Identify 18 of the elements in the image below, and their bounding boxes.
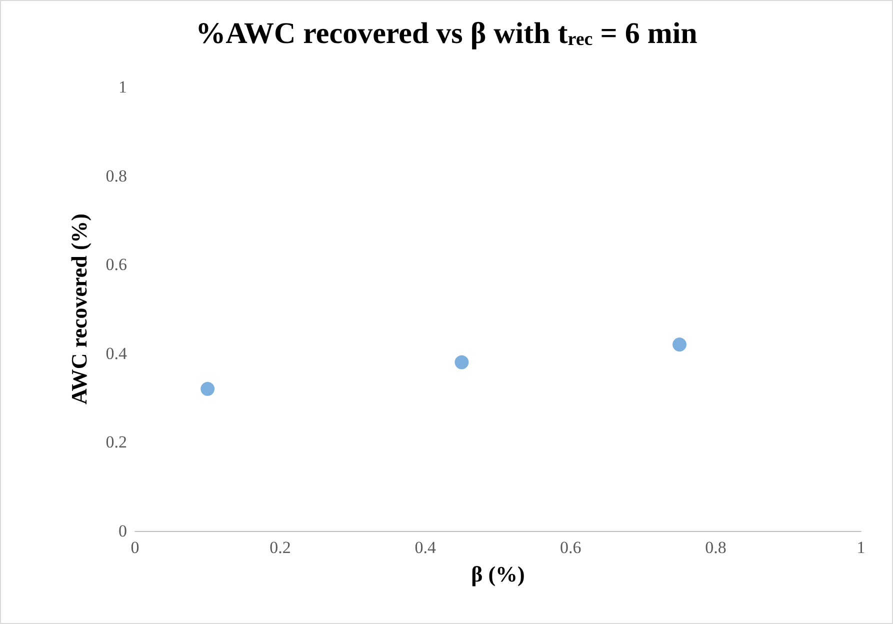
y-tick-label: 0.4: [106, 344, 128, 363]
x-tick-label: 0.6: [560, 538, 582, 557]
y-tick-label: 0.2: [106, 432, 127, 452]
x-tick-label: 0: [130, 538, 140, 557]
y-tick-label: 1: [118, 78, 127, 96]
point: [200, 382, 215, 396]
y-tick-label: 0: [118, 522, 127, 540]
y-tick-label: 0.8: [106, 166, 127, 186]
x-tick-label: 0.4: [414, 538, 437, 557]
x-axis-title: β (%): [471, 562, 525, 586]
x-tick-label: 1: [856, 538, 866, 557]
y-tick-label: 0.6: [106, 255, 127, 274]
point: [672, 338, 686, 352]
y-axis-title: AWC recovered (%): [66, 213, 92, 405]
chart-title: %AWC recovered vs β with trec = 6 min: [196, 17, 698, 50]
point: [454, 355, 469, 370]
x-tick-label: 0.8: [705, 538, 726, 557]
x-tick-label: 0.2: [270, 538, 291, 557]
